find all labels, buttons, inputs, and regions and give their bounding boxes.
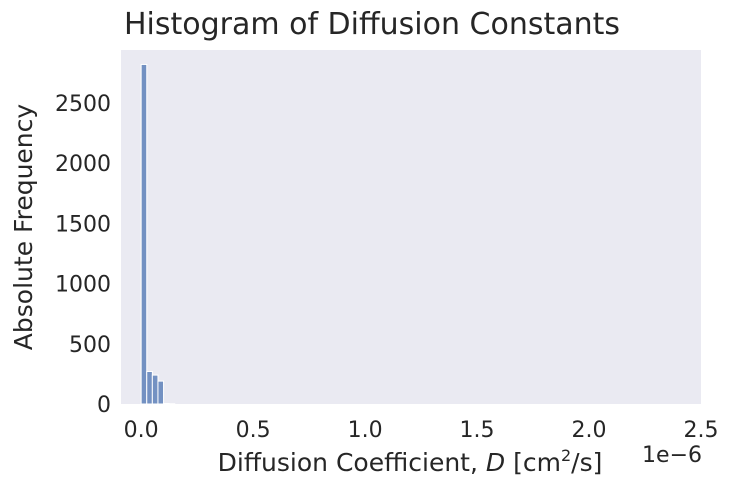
x-axis-label-variable: D: [486, 448, 505, 477]
y-axis-label: Absolute Frequency: [9, 104, 38, 351]
x-axis-label-exponent: 2: [561, 446, 571, 465]
y-tick-label: 1500: [55, 212, 111, 237]
x-tick-label: 1.0: [348, 418, 383, 443]
y-tick-label: 500: [69, 333, 111, 358]
x-axis-offset-label: 1e−6: [642, 443, 702, 468]
chart-title: Histogram of Diffusion Constants: [124, 7, 620, 42]
histogram-bar-0: [140, 63, 148, 405]
x-axis-label: Diffusion Coefficient, D [cm2/s]: [218, 446, 603, 477]
y-tick-label: 0: [97, 393, 111, 418]
histogram-bar-2: [151, 374, 159, 405]
plot-area: [121, 50, 701, 404]
x-axis-label-prefix: Diffusion Coefficient,: [218, 448, 486, 477]
y-tick-label: 2500: [55, 92, 111, 117]
x-tick-label: 2.5: [684, 418, 719, 443]
y-axis-ticks: 0 500 1000 1500 2000 2500: [55, 92, 111, 418]
y-tick-label: 2000: [55, 152, 111, 177]
histogram-bars: [140, 63, 176, 405]
x-tick-label: 0.5: [236, 418, 271, 443]
x-tick-label: 1.5: [460, 418, 495, 443]
x-axis-label-unit-end: /s]: [571, 448, 602, 477]
x-axis-label-unit: [cm: [505, 448, 561, 477]
x-axis-ticks: 0.0 0.5 1.0 1.5 2.0 2.5: [124, 418, 719, 443]
histogram-bar-3: [157, 380, 165, 405]
x-tick-label: 2.0: [572, 418, 607, 443]
x-tick-label: 0.0: [124, 418, 159, 443]
histogram-bar-1: [146, 370, 153, 405]
y-tick-label: 1000: [55, 273, 111, 298]
